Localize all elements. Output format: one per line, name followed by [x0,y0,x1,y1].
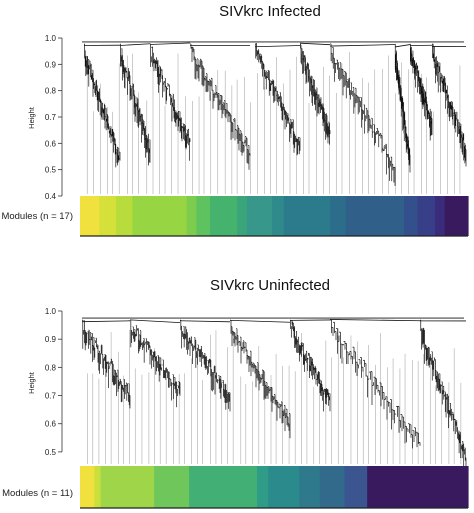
module-segment [80,196,100,236]
merge [394,44,411,48]
y-tick-label: 1.0 [45,307,57,316]
merge [149,42,191,45]
dendrogram [82,41,467,194]
y-tick-label: 0.9 [45,335,57,344]
merge [299,42,331,46]
y-axis: 0.4 0.5 0.6 0.7 0.8 0.9 1.0 [45,34,63,201]
module-segment [100,466,155,508]
module-segment [344,466,368,508]
module-segment [237,196,248,236]
merge [229,319,291,323]
module-segment [246,196,273,236]
y-axis-label: Height [27,106,36,129]
module-color-bar [80,466,469,509]
y-tick-label: 0.5 [45,448,57,457]
dendrogram [81,317,467,468]
module-segment [209,196,238,236]
y-tick-label: 0.6 [45,139,57,148]
module-segment [367,466,469,508]
module-segment [99,196,117,236]
module-segment [94,466,102,508]
y-tick-label: 1.0 [45,34,57,43]
module-segment [268,466,300,508]
merge [179,320,231,323]
module-segment [132,196,188,236]
merge [329,319,421,322]
y-tick-label: 0.7 [45,392,57,401]
merge [329,44,396,47]
module-segment [196,196,211,236]
merge [129,319,181,324]
chart-title: SIVkrc Uninfected [210,277,330,294]
module-segment [186,196,197,236]
module-segment [154,466,190,508]
module-segment [299,466,321,508]
module-segment [115,196,133,236]
y-axis-label: Height [27,371,36,394]
module-segment [330,196,347,236]
y-tick-label: 0.8 [45,87,57,96]
module-segment [272,196,285,236]
module-segment [444,196,469,236]
panel-uninfected: SIVkrc Uninfected 0.5 0.6 0.7 0.8 0.9 1.0 Hei… [2,277,469,509]
y-tick-label: 0.6 [45,420,57,429]
module-segment [435,196,446,236]
y-tick-label: 0.8 [45,363,57,372]
y-tick-label: 0.9 [45,60,57,69]
merge [81,320,131,323]
module-segment [319,466,346,508]
y-tick-label: 0.4 [45,192,57,201]
merge [254,45,301,48]
module-segment [417,196,436,236]
y-tick-label: 0.7 [45,113,57,122]
chart-title: SIVkrc Infected [219,3,321,20]
y-tick-label: 0.5 [45,166,57,175]
module-segment [345,196,405,236]
module-segment [403,196,419,236]
panel-infected: SIVkrc Infected 0.4 0.5 0.6 0.7 0.8 0.9 1.0 He… [1,3,469,237]
module-color-bar [80,196,469,237]
merge [119,43,151,46]
y-axis: 0.5 0.6 0.7 0.8 0.9 1.0 [45,307,63,457]
module-segment [80,466,96,508]
module-segment [189,466,258,508]
modules-label: Modules (n = 17) [1,211,73,222]
modules-label: Modules (n = 11) [2,488,73,499]
module-segment [257,466,269,508]
module-segment [283,196,331,236]
